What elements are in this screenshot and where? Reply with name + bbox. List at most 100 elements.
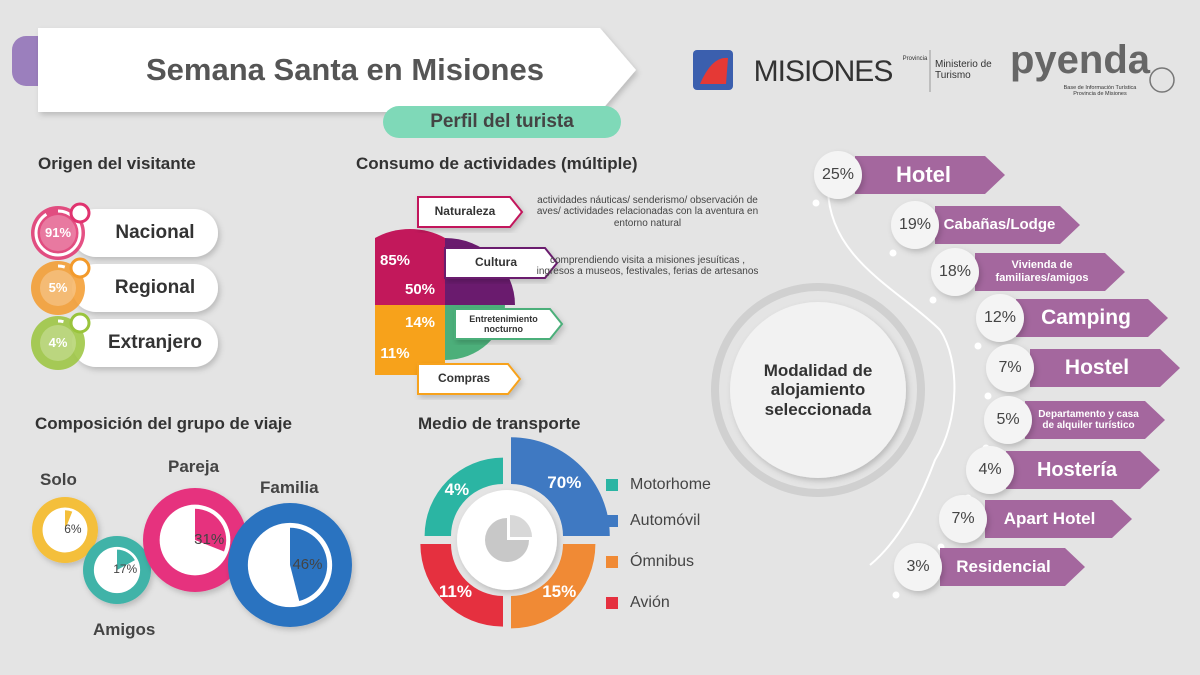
legend-swatch bbox=[606, 597, 618, 609]
item-label: Nacional bbox=[115, 222, 195, 244]
quadrant bbox=[511, 437, 610, 536]
dot bbox=[69, 257, 91, 279]
legend-swatch bbox=[606, 556, 618, 568]
logo-brand: MISIONES bbox=[753, 54, 894, 88]
value-label: 4% bbox=[444, 480, 470, 500]
ring-bg bbox=[31, 206, 85, 260]
value-label: 25% bbox=[821, 165, 855, 183]
item-label: Familia bbox=[260, 478, 319, 498]
value-label: 19% bbox=[898, 215, 932, 233]
legend-swatch bbox=[606, 515, 618, 527]
legend-swatch bbox=[606, 479, 618, 491]
item-label: Vivienda de familiares/amigos bbox=[995, 259, 1089, 284]
timeline-dot bbox=[929, 296, 937, 304]
description: actividades náuticas/ senderismo/ observ… bbox=[536, 194, 759, 229]
label-band bbox=[1016, 299, 1168, 337]
legend-label: Motorhome bbox=[630, 475, 711, 493]
subtitle: Perfil del turista bbox=[430, 111, 574, 133]
ring-inner bbox=[40, 325, 76, 361]
value-label: 15% bbox=[542, 582, 577, 602]
pie-sector bbox=[117, 549, 135, 570]
item-label: Cultura bbox=[475, 255, 517, 270]
dot bbox=[69, 202, 91, 224]
value-label: 91% bbox=[44, 224, 72, 240]
logo-ministry: Ministerio de Turismo bbox=[935, 58, 992, 82]
value-label: 17% bbox=[113, 562, 138, 577]
value-disc bbox=[931, 248, 979, 296]
ring-bg bbox=[31, 261, 85, 315]
outer-ring bbox=[711, 283, 925, 497]
value-disc bbox=[976, 294, 1024, 342]
value-label: 85% bbox=[379, 252, 411, 270]
section-title: Medio de transporte bbox=[418, 414, 581, 434]
label-band bbox=[1025, 401, 1165, 439]
description: comprendiendo visita a misiones jesuític… bbox=[536, 254, 759, 278]
value-label: 11% bbox=[380, 345, 410, 363]
item-label: Naturaleza bbox=[434, 204, 496, 219]
value-label: 7% bbox=[998, 358, 1022, 376]
value-disc bbox=[984, 396, 1032, 444]
ring-inner bbox=[40, 270, 76, 306]
timeline-dot bbox=[984, 392, 992, 400]
value-label: 5% bbox=[48, 279, 68, 295]
item-label: Hotel bbox=[896, 162, 951, 188]
value-disc bbox=[966, 446, 1014, 494]
timeline-dot bbox=[812, 199, 820, 207]
ring-arc bbox=[34, 264, 82, 312]
quadrant bbox=[511, 544, 596, 629]
cover bbox=[375, 238, 445, 305]
label-band bbox=[855, 156, 1005, 194]
pie-sector bbox=[65, 510, 73, 530]
label-band bbox=[935, 206, 1080, 244]
timeline-dot bbox=[892, 591, 900, 599]
value-label: 4% bbox=[978, 460, 1002, 478]
center-icon bbox=[510, 515, 532, 537]
section-title: Origen del visitante bbox=[38, 154, 196, 174]
value-disc bbox=[814, 151, 862, 199]
title: Semana Santa en Misiones bbox=[146, 52, 544, 88]
quadrant bbox=[420, 544, 503, 627]
tag bbox=[417, 196, 524, 228]
timeline bbox=[827, 189, 956, 566]
logo-globe bbox=[1149, 67, 1175, 93]
timeline-dot bbox=[889, 249, 897, 257]
pill bbox=[72, 319, 218, 367]
item-label: Extranjero bbox=[108, 332, 202, 354]
pie-sector bbox=[290, 527, 328, 602]
item-label: Amigos bbox=[93, 620, 156, 640]
logo-pyenda: pyenda bbox=[1009, 38, 1151, 82]
legend-label: Avión bbox=[630, 593, 670, 611]
item-label: Entretenimiento nocturno bbox=[469, 313, 538, 334]
pie-sector bbox=[195, 508, 227, 552]
item-label: Hostería bbox=[1036, 458, 1118, 481]
logo-province: Provincia bbox=[902, 55, 928, 62]
quarter bbox=[375, 305, 445, 375]
value-label: 50% bbox=[404, 281, 436, 299]
value-label: 46% bbox=[292, 556, 323, 574]
item-label: Cabañas/Lodge bbox=[943, 216, 1056, 234]
section-title: Composición del grupo de viaje bbox=[35, 414, 292, 434]
ring-bg bbox=[31, 316, 85, 370]
legend-label: Automóvil bbox=[630, 511, 701, 529]
ring-arc bbox=[34, 319, 82, 367]
value-label: 12% bbox=[983, 308, 1017, 326]
ring-arc bbox=[34, 209, 82, 257]
legend-label: Ómnibus bbox=[630, 552, 695, 570]
label-band bbox=[940, 548, 1085, 586]
item-label: Residencial bbox=[956, 557, 1051, 577]
value-label: 3% bbox=[906, 557, 930, 575]
tag bbox=[454, 308, 564, 340]
label-band bbox=[975, 253, 1125, 291]
ring-inner bbox=[40, 215, 76, 251]
center-icon bbox=[485, 518, 529, 562]
pill bbox=[72, 209, 218, 257]
tag bbox=[417, 363, 522, 395]
center-disc bbox=[730, 302, 906, 478]
value-label: 31% bbox=[194, 531, 225, 549]
item-label: Departamento y casa de alquiler turístic… bbox=[1038, 408, 1139, 432]
value-disc bbox=[986, 344, 1034, 392]
value-label: 11% bbox=[438, 581, 472, 601]
item-label: Solo bbox=[40, 470, 77, 490]
